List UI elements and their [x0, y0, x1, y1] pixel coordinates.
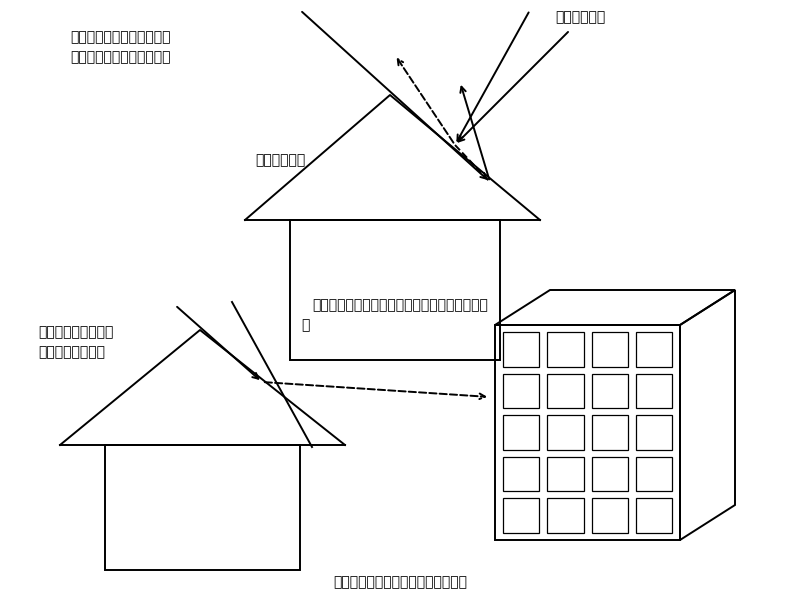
Bar: [503, 499, 539, 533]
Bar: [636, 499, 672, 533]
Bar: [547, 415, 583, 450]
Text: 冬至の南中時: 冬至の南中時: [255, 153, 306, 167]
Text: 反射光は上空に向かうため
クレームは発生しにくい。: 反射光は上空に向かうため クレームは発生しにくい。: [70, 30, 170, 65]
Text: 図４．南面に設置されたモジュールでの反射光: 図４．南面に設置されたモジュールでの反射光: [312, 298, 488, 312]
Bar: [547, 457, 583, 491]
Bar: [591, 332, 628, 367]
Bar: [503, 415, 539, 450]
Bar: [503, 332, 539, 367]
Bar: [105, 445, 300, 570]
Bar: [547, 499, 583, 533]
Bar: [636, 457, 672, 491]
Bar: [503, 374, 539, 408]
Bar: [591, 499, 628, 533]
Bar: [636, 374, 672, 408]
Bar: [636, 332, 672, 367]
Text: 図５．反射光が地上方向に向かう例: 図５．反射光が地上方向に向かう例: [333, 575, 467, 589]
Bar: [503, 457, 539, 491]
Bar: [591, 415, 628, 450]
Bar: [547, 332, 583, 367]
Text: 南: 南: [301, 318, 309, 332]
Text: 夏至の南中時: 夏至の南中時: [555, 10, 606, 24]
Bar: [636, 415, 672, 450]
Bar: [290, 220, 500, 360]
Text: 太陽の反射光が地上
方向に向かう例。: 太陽の反射光が地上 方向に向かう例。: [38, 325, 114, 359]
Bar: [591, 457, 628, 491]
Bar: [591, 374, 628, 408]
Bar: [547, 374, 583, 408]
Bar: [495, 325, 680, 540]
